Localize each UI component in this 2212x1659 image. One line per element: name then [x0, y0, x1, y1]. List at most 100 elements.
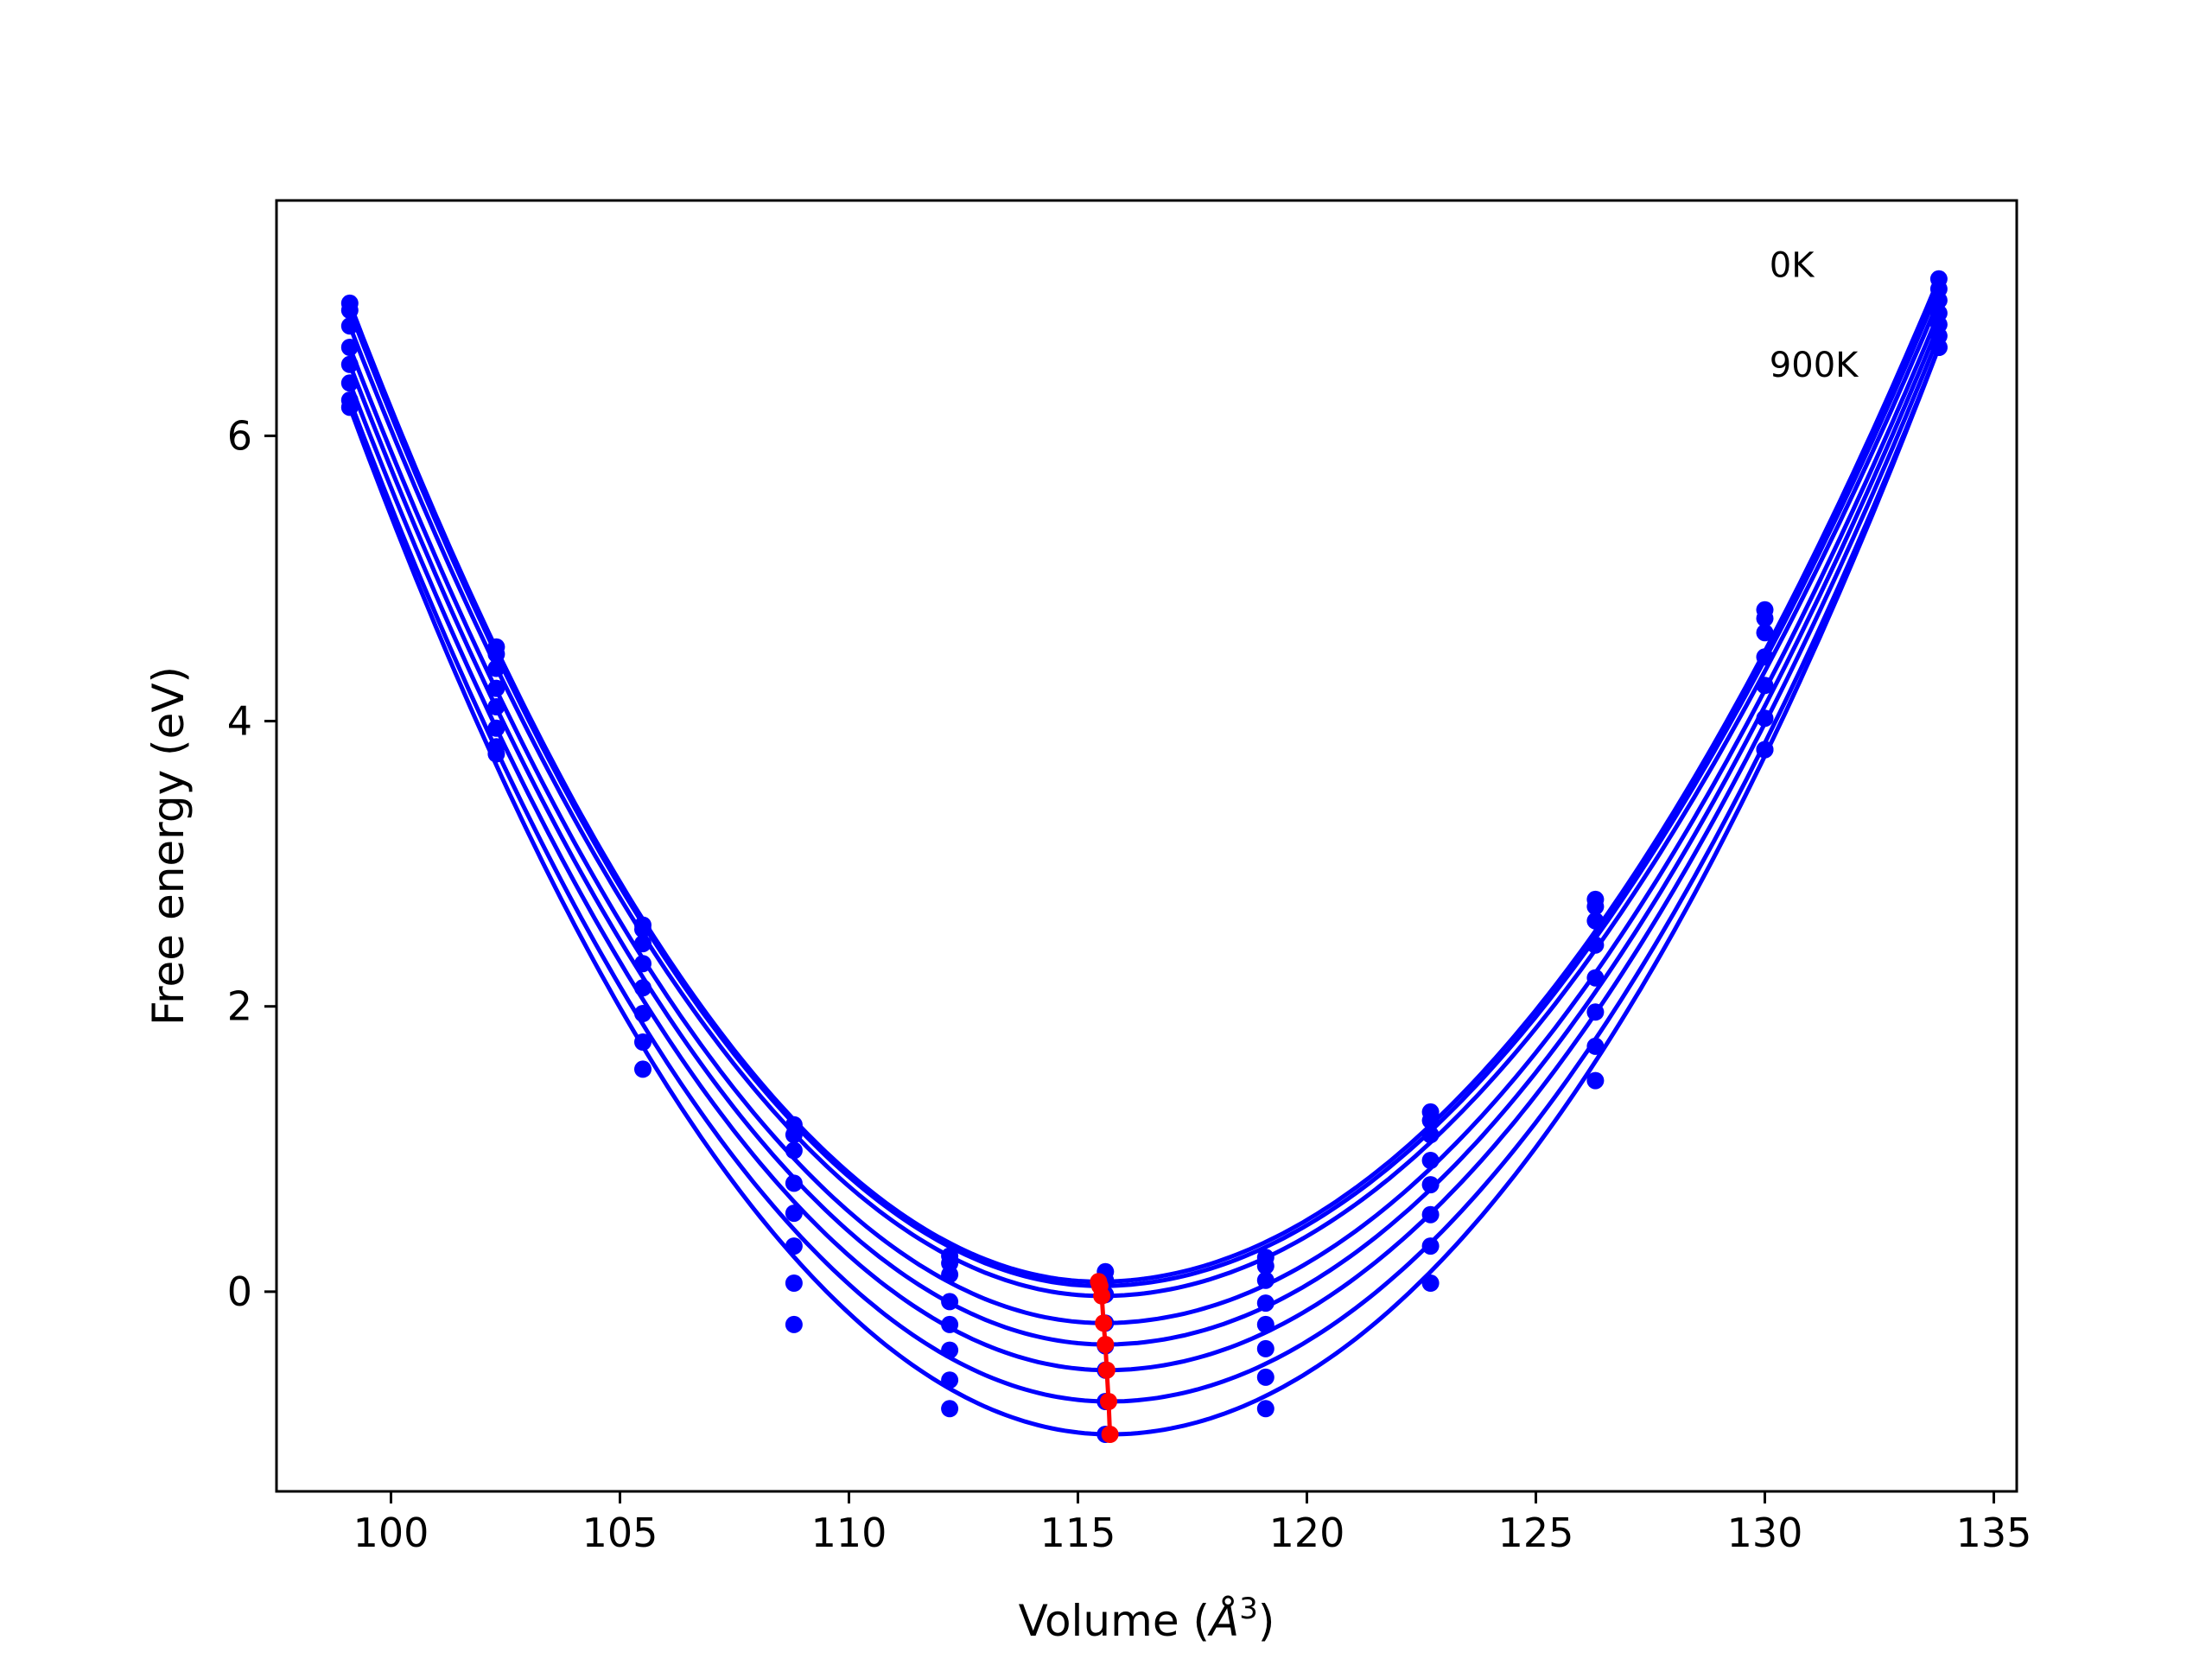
data-point [1586, 936, 1605, 954]
data-point [1421, 1237, 1440, 1255]
fit-curve-6 [347, 346, 1942, 1404]
data-point [941, 1341, 959, 1359]
data-point [1586, 898, 1605, 916]
x-tick-label: 115 [1040, 1510, 1116, 1556]
data-point [340, 317, 359, 335]
data-point [941, 1266, 959, 1284]
data-point [785, 1237, 803, 1255]
y-axis-ticks: 0 2 4 6 [227, 412, 276, 1315]
data-point [1256, 1368, 1274, 1386]
data-point [634, 1033, 652, 1051]
x-tick-label: 120 [1269, 1510, 1345, 1556]
data-point [1421, 1205, 1440, 1224]
x-axis-ticks: 100 105 110 115 120 125 130 135 [353, 1491, 2032, 1556]
fit-curves [347, 277, 1942, 1437]
data-point [487, 645, 505, 663]
x-tick-label: 105 [582, 1510, 658, 1556]
data-points [340, 270, 1948, 1443]
fit-curve-1 [347, 288, 1942, 1288]
minimum-point [1097, 1361, 1116, 1379]
data-point [1756, 624, 1774, 642]
minimum-point [1101, 1426, 1119, 1443]
x-tick-label: 130 [1727, 1510, 1803, 1556]
minimum-point [1095, 1314, 1113, 1332]
fit-curve-3 [347, 312, 1942, 1325]
data-point [1586, 1071, 1605, 1090]
data-point [1586, 969, 1605, 987]
data-point [785, 1315, 803, 1333]
data-point [340, 339, 359, 356]
plot-area [276, 200, 2017, 1491]
x-axis-label: Volume (Å3) [1019, 1592, 1275, 1646]
data-point [340, 398, 359, 416]
data-point [1756, 677, 1774, 695]
data-point [340, 355, 359, 373]
data-point [1256, 1257, 1274, 1275]
data-point [634, 1060, 652, 1078]
data-point [634, 979, 652, 997]
x-tick-label: 110 [811, 1510, 887, 1556]
data-point [1421, 1126, 1440, 1144]
data-point [487, 698, 505, 715]
data-point [1586, 1003, 1605, 1021]
fit-curve-7 [347, 346, 1942, 1437]
y-tick-label: 4 [227, 698, 252, 745]
fit-curve-5 [347, 334, 1942, 1373]
data-point [634, 935, 652, 953]
data-point [1929, 291, 1948, 309]
y-tick-label: 0 [227, 1268, 252, 1315]
data-point [941, 1293, 959, 1311]
y-tick-label: 2 [227, 983, 252, 1030]
data-point [1586, 912, 1605, 930]
data-point [1421, 1274, 1440, 1292]
data-point [1256, 1294, 1274, 1313]
minimum-path [1090, 1273, 1119, 1443]
minimum-point [1100, 1393, 1117, 1410]
x-tick-label: 135 [1956, 1510, 2032, 1556]
x-tick-label: 100 [353, 1510, 429, 1556]
plot-frame [275, 199, 2018, 1493]
data-point [1756, 648, 1774, 666]
minimum-point [1096, 1336, 1115, 1353]
annotation-1: 900K [1770, 346, 1859, 385]
annotations: 0K 900K [1770, 245, 1859, 385]
data-point [785, 1205, 803, 1223]
annotation-0: 0K [1770, 245, 1815, 285]
y-axis-label: Free energy (eV) [143, 666, 194, 1026]
data-point [487, 719, 505, 737]
data-point [1586, 1037, 1605, 1055]
data-point [340, 302, 359, 320]
data-point [634, 920, 652, 938]
minimum-point [1093, 1287, 1111, 1305]
data-point [941, 1400, 959, 1418]
data-point [487, 659, 505, 677]
data-point [340, 374, 359, 392]
data-point [941, 1315, 959, 1333]
fit-curve-4 [347, 323, 1942, 1347]
data-point [785, 1141, 803, 1160]
data-point [487, 745, 505, 763]
data-point [1256, 1271, 1274, 1289]
data-point [1256, 1315, 1274, 1333]
data-point [785, 1126, 803, 1144]
data-point [941, 1371, 959, 1389]
data-point [1756, 741, 1774, 759]
fit-curve-0 [347, 277, 1942, 1284]
data-point [1421, 1176, 1440, 1194]
data-point [634, 955, 652, 973]
fit-curve-2 [347, 299, 1942, 1299]
data-point [1421, 1152, 1440, 1169]
data-point [785, 1174, 803, 1192]
data-point [785, 1274, 803, 1292]
y-tick-label: 6 [227, 412, 252, 459]
data-point [1421, 1111, 1440, 1129]
data-point [1929, 339, 1948, 356]
data-point [1756, 609, 1774, 627]
data-point [1256, 1339, 1274, 1357]
data-point [634, 1005, 652, 1022]
data-point [1756, 709, 1774, 728]
x-tick-label: 125 [1498, 1510, 1574, 1556]
data-point [487, 679, 505, 697]
data-point [1256, 1400, 1274, 1418]
